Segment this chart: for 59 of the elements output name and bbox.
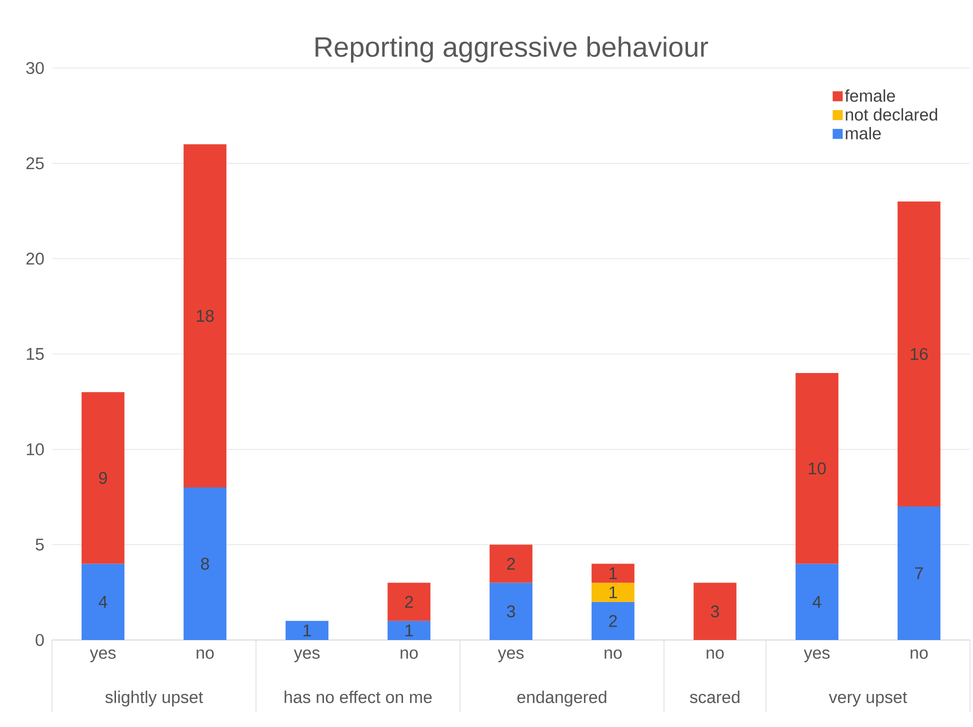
y-tick-label: 30 — [26, 62, 44, 74]
x-tick-label: yes — [294, 650, 320, 662]
data-label: 2 — [507, 558, 515, 570]
data-label: 3 — [506, 605, 515, 618]
text: slightly upset — [105, 690, 203, 707]
legend-label: female — [844, 89, 895, 102]
data-label: 4 — [812, 596, 822, 608]
x-tick-label: no — [196, 650, 214, 659]
data-label: 9 — [99, 472, 107, 484]
data-label: 7 — [915, 567, 923, 580]
bar — [184, 487, 226, 640]
data-label: 1 — [406, 624, 413, 636]
bar — [286, 620, 328, 640]
data-label: 2 — [405, 596, 413, 608]
data-label: 18 — [196, 310, 214, 322]
text: endangered — [517, 690, 606, 707]
x-tick-label: yes — [804, 650, 830, 662]
legend-label: male — [846, 126, 881, 140]
chart-title: Reporting aggressive behaviour — [316, 36, 708, 62]
data-label: 1 — [304, 624, 311, 636]
bar — [388, 582, 430, 621]
bar — [388, 620, 430, 640]
x-tick-label: no — [910, 650, 928, 659]
data-label: 10 — [808, 462, 826, 474]
bar — [490, 582, 532, 640]
bar — [694, 582, 736, 640]
data-label: 3 — [710, 605, 719, 618]
bar — [184, 144, 226, 488]
y-tick-label: 25 — [26, 157, 44, 170]
y-tick-label: 15 — [26, 348, 44, 360]
text: very upset — [828, 692, 908, 707]
data-label: 1 — [610, 567, 617, 580]
bar — [796, 564, 838, 640]
bar — [490, 544, 532, 583]
data-label: 8 — [201, 558, 209, 570]
legend-label: not declared — [846, 108, 938, 121]
bar — [592, 564, 634, 583]
y-tick-label: 10 — [26, 443, 44, 456]
x-tick-label: no — [604, 650, 622, 659]
data-label: 1 — [610, 586, 617, 598]
text: scared — [690, 690, 740, 704]
bar — [592, 582, 634, 602]
bar — [898, 506, 940, 640]
x-tick-label: no — [400, 650, 418, 659]
bar — [898, 201, 940, 507]
data-label: 16 — [910, 348, 928, 360]
x-tick-label: no — [706, 650, 724, 659]
data-label: 2 — [609, 614, 617, 627]
y-tick-label: 5 — [36, 538, 44, 551]
y-tick-label: 0 — [36, 634, 44, 646]
data-label: 4 — [98, 596, 108, 608]
text: has no effect on me — [284, 690, 432, 704]
x-tick-label: yes — [90, 650, 116, 662]
bar — [82, 564, 124, 640]
bar — [592, 602, 634, 640]
bar — [82, 392, 124, 564]
bar — [796, 373, 838, 564]
x-tick-label: yes — [498, 650, 524, 662]
y-tick-label: 20 — [26, 252, 44, 265]
